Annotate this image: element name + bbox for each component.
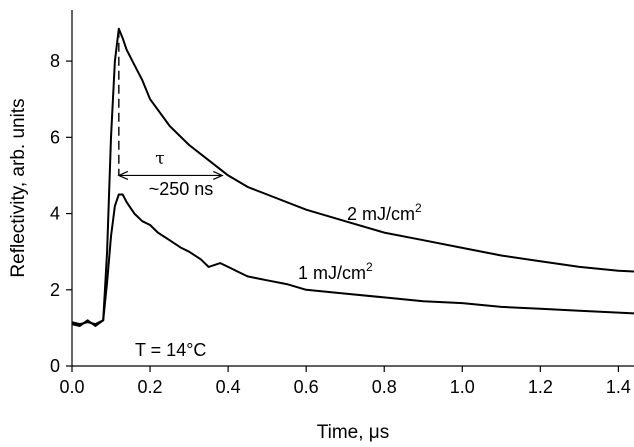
y-tick-label: 0	[50, 356, 60, 376]
series-label-2mj-text: 2 mJ/cm	[347, 204, 415, 224]
series-label-1mj: 1 mJ/cm2	[298, 260, 373, 283]
series-label-2mj-sup: 2	[415, 201, 422, 215]
series-label-2mj: 2 mJ/cm2	[347, 201, 422, 224]
x-tick-label: 1.4	[606, 377, 631, 397]
x-tick-label: 0.4	[216, 377, 241, 397]
x-tick-label: 0.8	[372, 377, 397, 397]
series-layer	[71, 27, 634, 327]
x-tick-label: 0.2	[138, 377, 163, 397]
tau-duration-label: ~250 ns	[149, 179, 214, 199]
x-tick-label: 1.2	[528, 377, 553, 397]
x-axis-ticks: 0.0 0.2 0.4 0.6 0.8 1.0 1.2 1.4	[59, 366, 631, 397]
y-tick-label: 2	[50, 280, 60, 300]
tau-symbol: τ	[155, 149, 164, 169]
series-label-1mj-sup: 2	[366, 260, 373, 274]
series-line-2mj	[71, 27, 634, 326]
series-line-1mj	[71, 193, 634, 327]
tau-arrow-right-head	[213, 170, 224, 180]
temperature-label: T = 14°C	[135, 340, 206, 360]
x-tick-label: 0.6	[294, 377, 319, 397]
y-axis-label: Reflectivity, arb. units	[8, 98, 29, 277]
y-tick-label: 4	[50, 204, 60, 224]
y-tick-label: 8	[50, 51, 60, 71]
tau-arrow-left-head	[117, 170, 129, 180]
x-tick-label: 0.0	[59, 377, 84, 397]
y-tick-label: 6	[50, 127, 60, 147]
y-axis-ticks: 0 2 4 6 8	[50, 51, 72, 376]
series-label-1mj-text: 1 mJ/cm	[298, 263, 366, 283]
x-axis-label: Time, μs	[317, 422, 390, 443]
x-tick-label: 1.0	[450, 377, 475, 397]
